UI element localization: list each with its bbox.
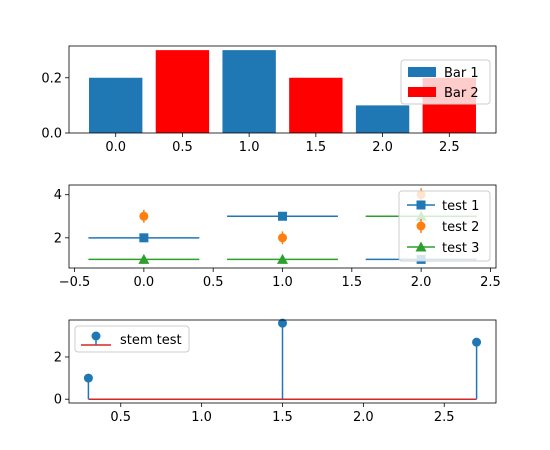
x-tick-label: 0.0 — [105, 140, 126, 155]
stem-chart — [83, 318, 482, 400]
legend-label: Bar 1 — [444, 66, 479, 81]
y-tick-label: 0.2 — [41, 71, 62, 86]
axes-frame-2 — [68, 184, 497, 269]
legend-marker — [415, 241, 427, 252]
data-point — [278, 211, 287, 221]
legend-marker — [91, 331, 101, 341]
legend-swatch — [408, 87, 436, 97]
bar-bar-1 — [355, 105, 410, 133]
bar-bar-1 — [222, 50, 276, 134]
bar-bar-2 — [289, 77, 343, 133]
x-tick-label: −0.5 — [59, 275, 91, 290]
axes-frame-1 — [68, 45, 497, 134]
legend-label: test 2 — [442, 220, 479, 235]
legend: stem test — [74, 325, 190, 353]
stem-marker — [472, 337, 482, 347]
bar-chart — [89, 50, 476, 134]
legend-marker — [416, 200, 426, 210]
x-tick-label: 0.5 — [172, 140, 193, 155]
stem-marker — [83, 373, 93, 383]
x-tick-label: 2.5 — [480, 275, 501, 290]
legend-label: stem test — [120, 333, 182, 348]
x-tick-label: 1.0 — [239, 140, 260, 155]
data-point — [139, 211, 149, 221]
x-tick-label: 2.0 — [372, 140, 393, 155]
axes-frame-3 — [68, 319, 497, 404]
data-point — [278, 233, 287, 243]
legend-label: Bar 2 — [444, 86, 479, 101]
bar-bar-2 — [155, 50, 210, 134]
x-tick-label: 1.0 — [272, 275, 293, 290]
bar-bar-1 — [89, 77, 143, 133]
legend-label: test 3 — [442, 241, 479, 256]
legend-label: test 1 — [442, 199, 479, 214]
y-tick-label: 0 — [54, 393, 62, 408]
stem-marker — [278, 318, 287, 328]
x-tick-label: 2.0 — [353, 410, 374, 425]
y-tick-label: 2 — [54, 231, 62, 246]
y-tick-label: 4 — [54, 188, 62, 203]
x-tick-label: 1.5 — [341, 275, 362, 290]
legend-marker — [416, 221, 426, 231]
data-point — [138, 253, 150, 264]
x-tick-label: 0.0 — [134, 275, 155, 290]
axes-3: 0.5 1.0 1.5 2.0 2.5 0 2 — [54, 350, 455, 425]
x-tick-label: 0.5 — [110, 410, 131, 425]
axes-1: 0.0 0.5 1.0 1.5 2.0 2.5 0.0 0.2 — [41, 71, 459, 155]
legend: test 1 test 2 test 3 — [398, 190, 491, 262]
y-tick-label: 0.0 — [41, 127, 62, 142]
legend-swatch — [408, 67, 436, 77]
y-tick-label: 2 — [54, 350, 62, 365]
x-tick-label: 0.5 — [203, 275, 224, 290]
legend: Bar 1 Bar 2 — [400, 59, 491, 105]
x-tick-label: 2.0 — [411, 275, 432, 290]
x-tick-label: 2.5 — [439, 140, 460, 155]
axes-2: −0.5 0.0 0.5 1.0 1.5 2.0 2.5 2 4 — [54, 188, 501, 290]
x-tick-label: 2.5 — [434, 410, 455, 425]
x-tick-label: 1.5 — [272, 410, 293, 425]
x-tick-label: 1.0 — [191, 410, 212, 425]
x-tick-label: 1.5 — [306, 140, 327, 155]
data-point — [277, 253, 288, 264]
data-point — [139, 233, 149, 243]
